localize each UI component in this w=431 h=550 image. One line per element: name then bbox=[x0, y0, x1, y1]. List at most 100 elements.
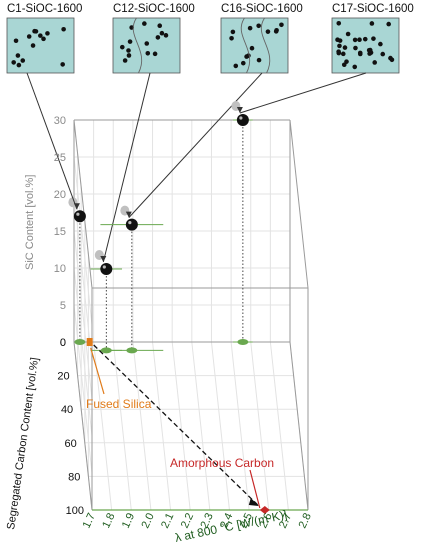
y-tick-label: 30 bbox=[54, 115, 66, 127]
panel-particle bbox=[233, 63, 239, 69]
data-point-highlight bbox=[102, 265, 106, 269]
panel-particle bbox=[357, 51, 363, 57]
panel-particle bbox=[127, 39, 133, 44]
panel-particle bbox=[122, 58, 128, 63]
panel-particle bbox=[33, 29, 39, 34]
panel-connector-arrow bbox=[102, 72, 151, 263]
panel-particle bbox=[256, 23, 261, 29]
box-edge bbox=[289, 119, 309, 289]
panel-particle bbox=[230, 29, 236, 35]
box-edge bbox=[289, 341, 309, 511]
y-tick-label: 5 bbox=[60, 300, 66, 312]
panel-particle bbox=[340, 51, 346, 57]
left-wall-gridline bbox=[73, 304, 93, 474]
panel-particle bbox=[60, 62, 65, 67]
panel-connector-arrowhead bbox=[236, 107, 243, 113]
panel-particle bbox=[41, 36, 46, 42]
panel-title-c12: C12-SiOC-1600 bbox=[113, 3, 195, 15]
x-tick-label: 1.7 bbox=[81, 511, 98, 530]
panel-particle bbox=[152, 51, 158, 57]
panel-particle bbox=[61, 26, 66, 32]
panel-particle bbox=[30, 43, 36, 48]
panel-particle bbox=[265, 29, 271, 34]
floor-gridline bbox=[191, 341, 211, 511]
panel-particle bbox=[11, 60, 16, 65]
floor-gridline bbox=[132, 341, 152, 511]
trend-arrow bbox=[93, 344, 260, 507]
panel-particle bbox=[336, 20, 342, 26]
data-point bbox=[73, 210, 86, 223]
panel-particle bbox=[362, 36, 368, 42]
panel-particle bbox=[15, 53, 21, 58]
x-tick-label: 2.5 bbox=[238, 511, 255, 530]
data-point-highlight bbox=[239, 116, 243, 120]
panel-particle bbox=[279, 22, 284, 28]
panel-particle bbox=[336, 49, 341, 54]
panel-particle bbox=[345, 31, 351, 37]
fused-silica-arrow bbox=[90, 347, 105, 395]
panel-particle bbox=[337, 43, 342, 49]
floor-gridline bbox=[269, 341, 289, 511]
y-tick-label: 20 bbox=[54, 189, 66, 201]
panel-particle bbox=[389, 57, 395, 63]
panel-carbon-channel bbox=[260, 17, 271, 74]
x-tick-label: 2.6 bbox=[257, 511, 274, 530]
projection-point bbox=[74, 339, 86, 345]
floor-gridline bbox=[171, 341, 191, 511]
panel-title-c1: C1-SiOC-1600 bbox=[7, 3, 82, 15]
panel-particle bbox=[335, 37, 340, 43]
panel-particle bbox=[341, 62, 347, 68]
panel-particle bbox=[352, 37, 358, 43]
panel-particle bbox=[142, 21, 147, 26]
x-tick-label: 2.3 bbox=[198, 511, 215, 530]
panel-box bbox=[220, 17, 289, 74]
box-edge bbox=[73, 119, 93, 289]
floor-gridline bbox=[152, 341, 172, 511]
panel-particle bbox=[249, 45, 255, 51]
left-wall-gridline bbox=[73, 267, 93, 437]
panel-carbon-channel bbox=[132, 17, 143, 74]
x-tick-label: 2.2 bbox=[179, 511, 196, 530]
data-point-highlight bbox=[128, 221, 132, 225]
panel-particle bbox=[357, 37, 362, 43]
y-tick-label: 25 bbox=[54, 152, 66, 164]
panel-particle bbox=[16, 62, 22, 68]
data-point bbox=[236, 114, 249, 126]
panel-particle bbox=[273, 29, 279, 34]
box-edge bbox=[73, 341, 93, 511]
panel-title-c17: C17-SiOC-1600 bbox=[332, 3, 414, 15]
panel-particle bbox=[159, 30, 165, 36]
left-wall-gridline bbox=[73, 156, 93, 326]
panel-particle bbox=[380, 51, 386, 57]
panel-particle bbox=[157, 23, 163, 28]
z-axis-label: Segregated Carbon Content [vol.%] bbox=[5, 357, 41, 531]
x-tick-label: 2.0 bbox=[140, 511, 157, 530]
panel-connector-arrow bbox=[239, 72, 367, 114]
y-tick-label: 15 bbox=[54, 226, 66, 238]
panel-particle bbox=[371, 36, 376, 41]
z-tick-label: 100 bbox=[66, 505, 84, 517]
panel-connector-arrow bbox=[128, 72, 263, 218]
panel-particle bbox=[144, 41, 150, 46]
amorphous-carbon-arrow bbox=[249, 469, 261, 509]
fused-silica-marker bbox=[86, 338, 93, 346]
panel-particle bbox=[372, 60, 377, 65]
panel-particle bbox=[45, 31, 50, 36]
panel-connector-arrowhead bbox=[125, 211, 132, 218]
data-point bbox=[100, 263, 113, 275]
panel-particle bbox=[366, 48, 372, 53]
panel-particle bbox=[126, 53, 132, 58]
panel-particle bbox=[155, 35, 161, 40]
left-wall-gridline bbox=[73, 230, 93, 400]
y-tick-label: 10 bbox=[54, 263, 66, 275]
panel-particle bbox=[20, 58, 26, 63]
x-tick-label: 1.8 bbox=[100, 511, 117, 530]
x-tick-label: 2.7 bbox=[277, 511, 294, 530]
panel-carbon-channel bbox=[240, 17, 251, 74]
floor-gridline bbox=[250, 341, 270, 511]
y-axis-label: SiC Content [vol.%] bbox=[24, 175, 36, 270]
amorphous-carbon-label: Amorphous Carbon bbox=[170, 456, 274, 470]
panel-particle bbox=[246, 53, 251, 58]
panel-particle bbox=[353, 45, 358, 51]
